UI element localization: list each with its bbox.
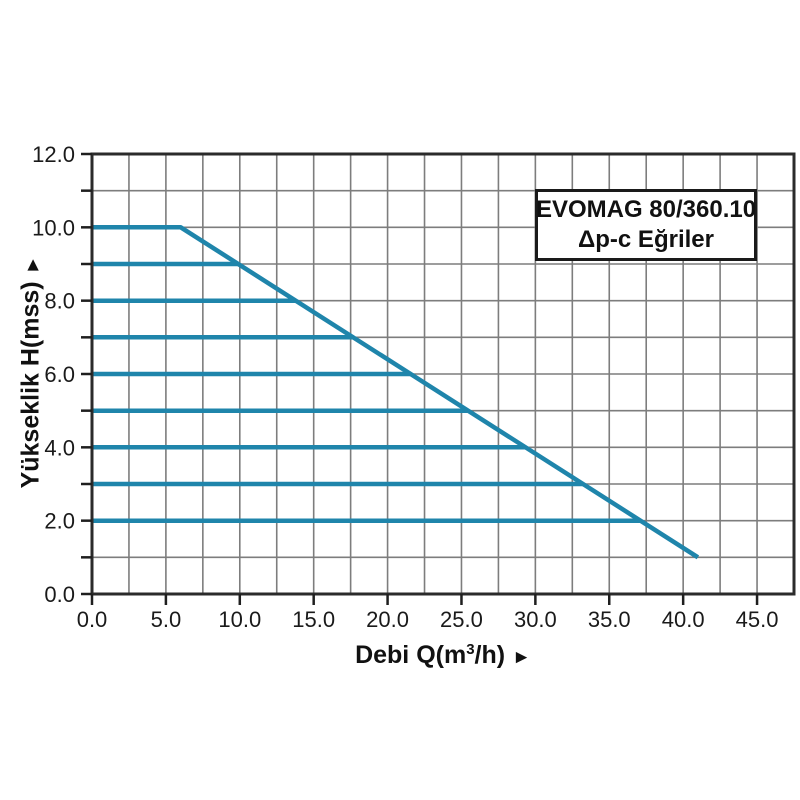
y-tick-label: 8.0 bbox=[44, 289, 75, 314]
x-axis-title-prefix: Debi Q(m bbox=[355, 641, 467, 669]
x-axis-title-superscript: 3 bbox=[466, 641, 475, 658]
y-tick-label: 4.0 bbox=[44, 435, 75, 460]
x-tick-label: 0.0 bbox=[77, 607, 108, 632]
y-axis-title-text: Yükseklik H(mss) bbox=[16, 281, 45, 489]
legend-model-label: EVOMAG 80/360.10 bbox=[535, 196, 757, 223]
x-tick-label: 45.0 bbox=[736, 607, 779, 632]
y-axis-arrow-icon: ► bbox=[22, 255, 44, 275]
legend-box: EVOMAG 80/360.10 Δp-c Eğriler bbox=[535, 189, 757, 261]
y-axis-title: Yükseklik H(mss) ► bbox=[17, 256, 46, 489]
y-tick-label: 2.0 bbox=[44, 509, 75, 534]
y-tick-label: 12.0 bbox=[32, 142, 75, 167]
y-tick-label: 10.0 bbox=[32, 215, 75, 240]
x-tick-label: 20.0 bbox=[366, 607, 409, 632]
x-tick-label: 35.0 bbox=[588, 607, 631, 632]
y-tick-label: 0.0 bbox=[44, 582, 75, 607]
x-tick-label: 40.0 bbox=[662, 607, 705, 632]
x-axis-arrow-icon: ► bbox=[512, 647, 531, 668]
x-tick-label: 25.0 bbox=[440, 607, 483, 632]
x-tick-label: 10.0 bbox=[218, 607, 261, 632]
x-tick-label: 5.0 bbox=[151, 607, 182, 632]
x-tick-label: 15.0 bbox=[292, 607, 335, 632]
y-tick-label: 6.0 bbox=[44, 362, 75, 387]
curve-max-curve-envelope bbox=[92, 225, 700, 560]
x-tick-label: 30.0 bbox=[514, 607, 557, 632]
x-axis-title-suffix: /h) bbox=[474, 641, 506, 669]
legend-curve-type-label: Δp-c Eğriler bbox=[578, 226, 714, 253]
x-axis-title: Debi Q(m3/h) ► bbox=[92, 641, 794, 670]
